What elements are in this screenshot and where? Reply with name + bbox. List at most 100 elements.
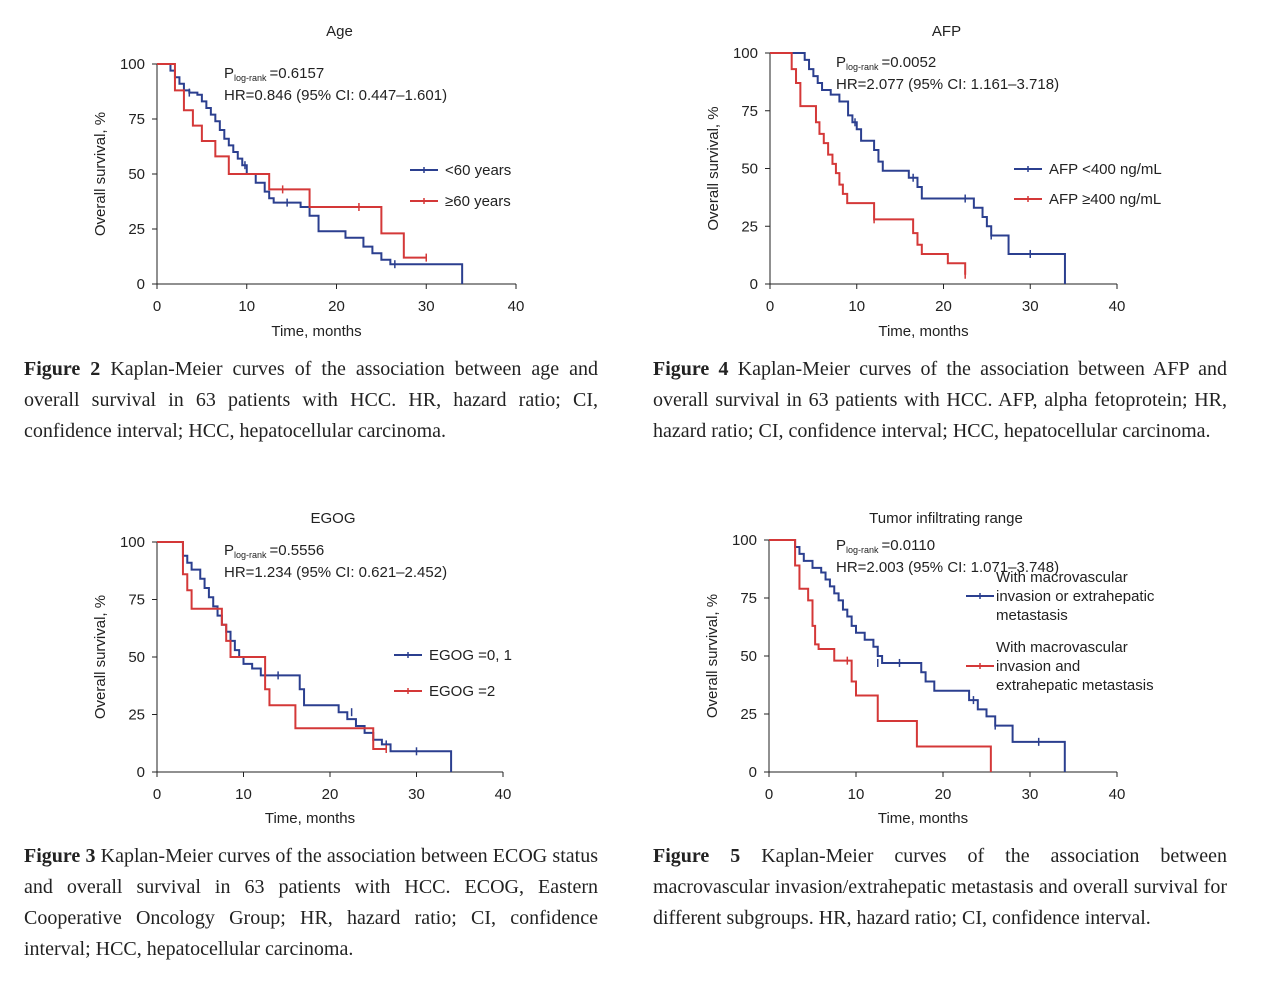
p-subscript: log-rank xyxy=(846,62,879,72)
y-tick-label: 75 xyxy=(740,590,757,607)
figure-2-caption: Figure 2 Kaplan-Meier curves of the asso… xyxy=(24,354,598,447)
x-tick-label: 20 xyxy=(328,298,345,315)
x-tick-label: 0 xyxy=(766,298,774,315)
p-value-annotation: Plog-rank =0.0110 xyxy=(836,537,935,555)
y-tick-label: 25 xyxy=(741,218,758,235)
legend-label: ≥60 years xyxy=(445,193,511,210)
y-tick-label: 100 xyxy=(120,534,145,551)
p-prefix: P xyxy=(836,537,846,554)
x-tick-label: 10 xyxy=(848,298,865,315)
figure-5-label: Figure 5 xyxy=(653,845,741,867)
km-chart-tumor: Tumor infiltrating range 0 10 20 30 40 0 25 50 75… xyxy=(704,510,1155,827)
x-tick-label: 20 xyxy=(935,298,952,315)
figure-4-caption: Figure 4 Kaplan-Meier curves of the asso… xyxy=(653,354,1227,447)
hazard-ratio-annotation: HR=0.846 (95% CI: 0.447–1.601) xyxy=(224,87,447,104)
y-tick-label: 100 xyxy=(733,45,758,62)
p-subscript: log-rank xyxy=(234,550,267,560)
y-tick-label: 75 xyxy=(128,111,145,128)
hazard-ratio-annotation: HR=2.077 (95% CI: 1.161–3.718) xyxy=(836,76,1059,93)
p-prefix: P xyxy=(836,54,846,71)
p-value-annotation: Plog-rank =0.6157 xyxy=(224,65,324,83)
legend-label-line: With macrovascular xyxy=(996,569,1128,586)
km-chart-afp: AFP 0 10 20 30 40 0 25 50 75 100 Time, months Overal… xyxy=(705,23,1162,340)
hazard-ratio-annotation: HR=2.003 (95% CI: 1.071–3.748) xyxy=(836,559,1059,576)
x-tick-label: 10 xyxy=(235,786,252,803)
y-tick-label: 50 xyxy=(740,648,757,665)
y-axis-label: Overall survival, % xyxy=(704,594,721,718)
x-tick-label: 20 xyxy=(935,786,952,803)
y-tick-label: 0 xyxy=(749,764,757,781)
x-tick-label: 0 xyxy=(153,786,161,803)
y-tick-label: 25 xyxy=(740,706,757,723)
x-tick-label: 40 xyxy=(495,786,512,803)
x-tick-label: 30 xyxy=(1022,298,1039,315)
p-value: =0.5556 xyxy=(270,542,325,559)
y-tick-label: 100 xyxy=(120,56,145,73)
x-tick-label: 30 xyxy=(408,786,425,803)
km-curve-afp-0 xyxy=(770,52,1066,284)
chart-title: AFP xyxy=(932,23,961,40)
legend-label: <60 years xyxy=(445,162,511,179)
hazard-ratio-annotation: HR=1.234 (95% CI: 0.621–2.452) xyxy=(224,564,447,581)
x-tick-label: 30 xyxy=(418,298,435,315)
x-tick-label: 40 xyxy=(1109,786,1126,803)
x-axis-label: Time, months xyxy=(271,323,361,340)
p-prefix: P xyxy=(224,542,234,559)
figure-3-caption: Figure 3 Kaplan-Meier curves of the asso… xyxy=(24,841,598,965)
x-tick-label: 40 xyxy=(508,298,525,315)
y-tick-label: 100 xyxy=(732,532,757,549)
p-value: =0.0052 xyxy=(882,54,937,71)
figure-3-label: Figure 3 xyxy=(24,845,96,867)
p-subscript: log-rank xyxy=(846,545,879,555)
x-tick-label: 0 xyxy=(765,786,773,803)
y-tick-label: 25 xyxy=(128,707,145,724)
y-tick-label: 0 xyxy=(750,276,758,293)
y-axis-label: Overall survival, % xyxy=(705,106,722,230)
chart-title: Tumor infiltrating range xyxy=(869,510,1023,527)
y-tick-label: 50 xyxy=(128,166,145,183)
km-curve-age-1 xyxy=(157,63,427,259)
y-axis-label: Overall survival, % xyxy=(92,595,109,719)
figure-4-label: Figure 4 xyxy=(653,358,729,380)
y-tick-label: 75 xyxy=(128,592,145,609)
figure-5-text: Kaplan-Meier curves of the association b… xyxy=(653,845,1227,929)
figure-2-text: Kaplan-Meier curves of the association b… xyxy=(24,358,598,442)
x-tick-label: 40 xyxy=(1109,298,1126,315)
legend-label-line: invasion or extrahepatic xyxy=(996,588,1155,605)
figure-2-label: Figure 2 xyxy=(24,358,101,380)
x-tick-label: 10 xyxy=(238,298,255,315)
p-value-annotation: Plog-rank =0.5556 xyxy=(224,542,324,560)
y-tick-label: 0 xyxy=(137,276,145,293)
chart-title: Age xyxy=(326,23,353,40)
legend-label-line: invasion and xyxy=(996,658,1080,675)
x-axis-label: Time, months xyxy=(265,810,355,827)
figure-5-caption: Figure 5 Kaplan-Meier curves of the asso… xyxy=(653,841,1227,934)
y-tick-label: 0 xyxy=(137,764,145,781)
x-axis-label: Time, months xyxy=(878,810,968,827)
legend-label: EGOG =2 xyxy=(429,683,495,700)
x-tick-label: 20 xyxy=(322,786,339,803)
y-tick-label: 50 xyxy=(741,161,758,178)
legend-label: AFP ≥400 ng/mL xyxy=(1049,191,1161,208)
legend-label-line: extrahepatic metastasis xyxy=(996,677,1154,694)
legend-label-line: metastasis xyxy=(996,607,1068,624)
km-curve-afp-1 xyxy=(770,52,967,275)
p-value: =0.0110 xyxy=(882,537,936,554)
y-tick-label: 25 xyxy=(128,221,145,238)
y-axis-label: Overall survival, % xyxy=(92,112,109,236)
km-curve-tumor-0 xyxy=(769,539,1066,772)
km-chart-ecog: EGOG 0 10 20 30 40 0 25 50 75 100 Time, months Overa… xyxy=(92,510,512,827)
chart-title: EGOG xyxy=(310,510,355,527)
y-tick-label: 50 xyxy=(128,649,145,666)
p-value-annotation: Plog-rank =0.0052 xyxy=(836,54,936,72)
legend-label: EGOG =0, 1 xyxy=(429,647,512,664)
legend-label: AFP <400 ng/mL xyxy=(1049,161,1162,178)
p-prefix: P xyxy=(224,65,234,82)
x-axis-label: Time, months xyxy=(878,323,968,340)
y-tick-label: 75 xyxy=(741,103,758,120)
figure-3-text: Kaplan-Meier curves of the association b… xyxy=(24,845,598,960)
x-tick-label: 10 xyxy=(848,786,865,803)
p-subscript: log-rank xyxy=(234,73,267,83)
p-value: =0.6157 xyxy=(270,65,325,82)
legend-label-line: With macrovascular xyxy=(996,639,1128,656)
